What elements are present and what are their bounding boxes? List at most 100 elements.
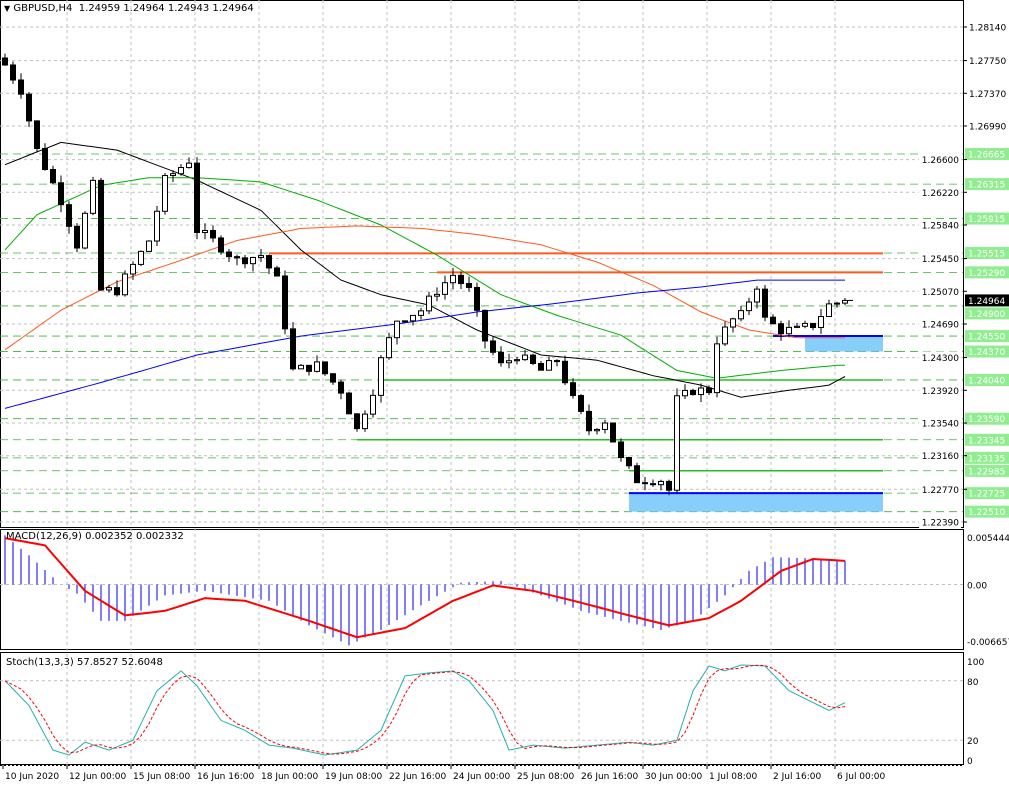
price-axis-label-bg xyxy=(919,516,961,528)
level-label-bg xyxy=(965,307,1009,320)
level-label: 1.22985 xyxy=(968,467,1005,477)
x-axis-label: 24 Jun 00:00 xyxy=(453,772,510,782)
level-label: 1.26315 xyxy=(968,181,1005,191)
x-axis-label: 15 Jun 08:00 xyxy=(133,772,190,782)
level-label: 1.26665 xyxy=(968,150,1005,160)
candle xyxy=(170,170,176,183)
candle-body xyxy=(402,320,408,323)
candle xyxy=(682,384,688,399)
candle xyxy=(298,364,304,370)
x-axis-label: 12 Jun 00:00 xyxy=(69,772,126,782)
candle xyxy=(74,223,80,253)
price-axis-label: 1.27750 xyxy=(969,57,1006,67)
candle xyxy=(282,270,288,335)
candle xyxy=(498,346,504,367)
level-label: 1.23590 xyxy=(968,415,1005,425)
candle xyxy=(274,265,280,277)
candle xyxy=(562,355,568,386)
candle-body xyxy=(658,480,664,486)
candle xyxy=(634,462,640,484)
candle-body xyxy=(450,274,456,284)
level-label: 1.25515 xyxy=(968,249,1005,259)
candle-body xyxy=(690,389,696,396)
candle xyxy=(842,298,848,306)
candle xyxy=(42,143,48,171)
support-zone xyxy=(629,493,883,512)
candle xyxy=(154,205,160,247)
level-label-bg xyxy=(965,505,1009,518)
candle xyxy=(178,164,184,176)
candle-body xyxy=(346,392,352,415)
candle xyxy=(714,336,720,398)
candle xyxy=(794,322,800,329)
candle xyxy=(818,308,824,334)
macd-signal-line xyxy=(4,537,846,639)
price-axis-label-bg xyxy=(919,384,961,397)
candle-body xyxy=(586,410,592,432)
level-label-bg xyxy=(965,147,1009,160)
candle-body xyxy=(194,162,200,234)
candle-body xyxy=(282,275,288,330)
level-label: 1.25290 xyxy=(968,269,1005,279)
ma-green-line xyxy=(4,177,845,379)
candle-body xyxy=(570,382,576,397)
candle xyxy=(354,413,360,432)
candle-body xyxy=(794,325,800,328)
candle-body xyxy=(666,480,672,491)
price-axis-label-bg xyxy=(919,417,961,429)
candle-body xyxy=(290,328,296,370)
candle-body xyxy=(34,120,40,149)
candle-body xyxy=(706,387,712,394)
candle xyxy=(690,388,696,396)
x-axis-label: 2 Jul 16:00 xyxy=(773,772,822,782)
candle xyxy=(618,438,624,462)
candle-body xyxy=(770,316,776,325)
candle-body xyxy=(594,428,600,432)
symbol-label: GBPUSD,H4 xyxy=(13,3,73,14)
level-label: 1.24900 xyxy=(968,310,1005,320)
level-label: 1.23345 xyxy=(968,436,1005,446)
candle xyxy=(2,53,8,66)
candle xyxy=(810,322,816,331)
candle xyxy=(242,255,248,269)
level-label-bg xyxy=(965,464,1009,477)
level-label-bg xyxy=(965,433,1009,446)
candle xyxy=(482,309,488,349)
candle xyxy=(130,261,136,280)
price-axis-label: 1.26220 xyxy=(922,189,959,199)
candle-body xyxy=(610,422,616,443)
level-label: 1.22725 xyxy=(968,490,1005,500)
candle xyxy=(706,385,712,396)
candle-body xyxy=(74,225,80,249)
candle-body xyxy=(266,255,272,269)
candle-body xyxy=(98,179,104,291)
collapse-triangle-icon[interactable]: ▼ xyxy=(4,4,11,13)
candle-body xyxy=(842,299,848,304)
candle-body xyxy=(618,441,624,459)
candle-body xyxy=(394,320,400,339)
price-axis-label-bg xyxy=(919,351,961,364)
x-axis-label: 6 Jul 00:00 xyxy=(837,772,886,782)
candle xyxy=(514,356,520,365)
candle xyxy=(106,284,112,293)
candle xyxy=(90,176,96,216)
candle-body xyxy=(338,381,344,394)
stoch-pane-frame xyxy=(0,652,964,765)
candle-body xyxy=(778,323,784,335)
price-axis-label: 1.24690 xyxy=(922,321,959,331)
candle xyxy=(314,355,320,373)
candle xyxy=(194,157,200,240)
candle xyxy=(762,285,768,322)
level-label-bg xyxy=(965,178,1009,191)
level-label: 1.24040 xyxy=(968,376,1005,386)
price-axis-label-bg xyxy=(919,285,961,298)
candle xyxy=(650,479,656,487)
candle xyxy=(594,428,600,435)
candle-body xyxy=(474,286,480,311)
macd-pane-frame xyxy=(0,529,964,650)
stoch-main-line xyxy=(4,664,846,756)
candle-body xyxy=(714,343,720,394)
candle xyxy=(626,456,632,469)
